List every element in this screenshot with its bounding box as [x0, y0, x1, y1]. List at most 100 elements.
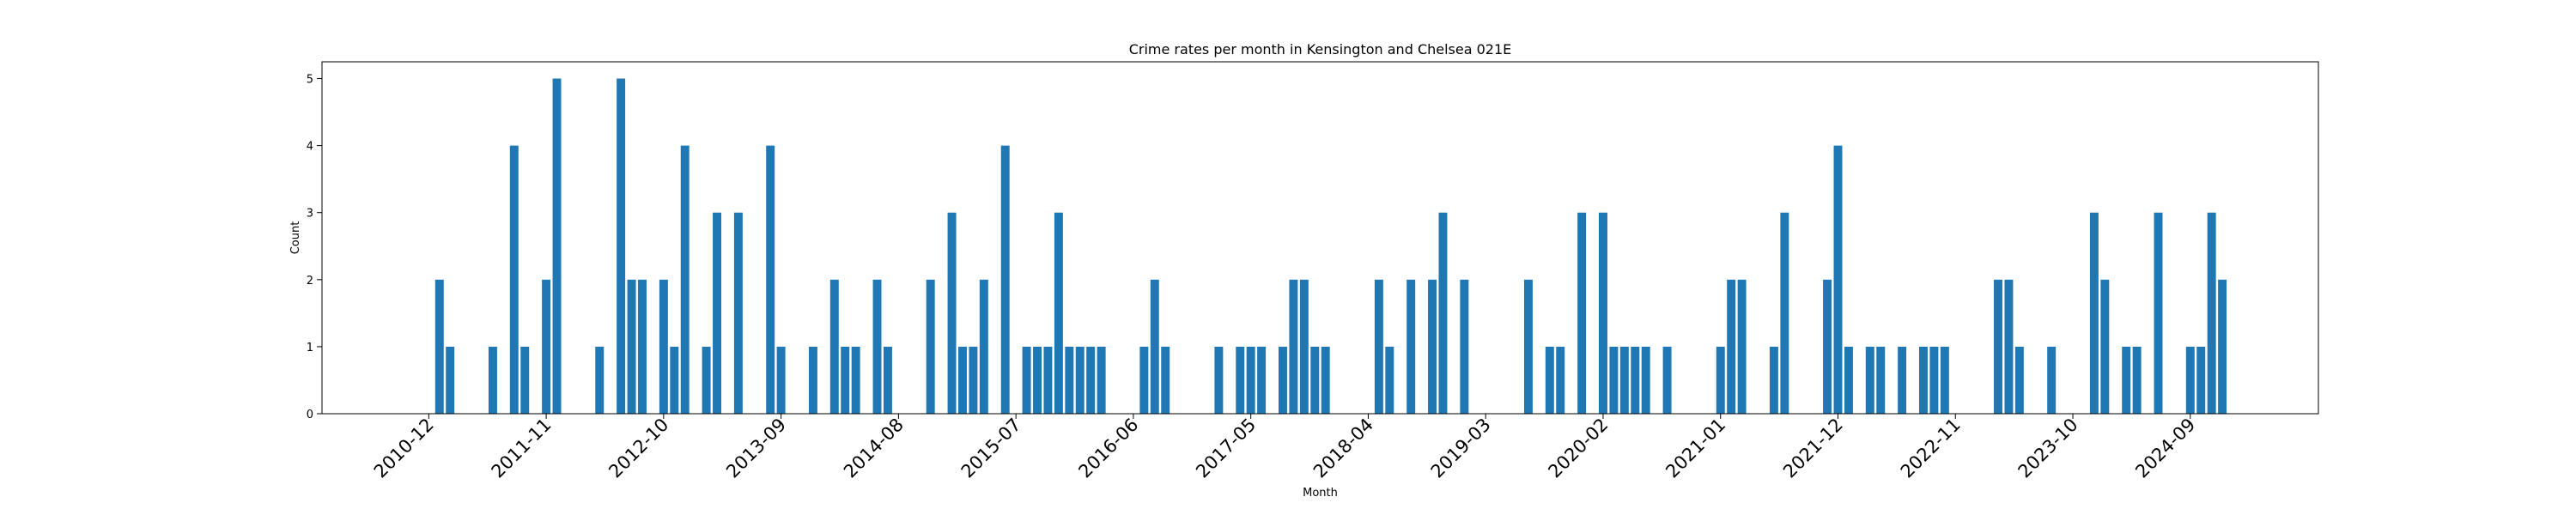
bar-2024-09 — [2185, 346, 2195, 414]
bar-2023-03 — [1994, 279, 2002, 414]
x-tick-label: 2013-09 — [722, 415, 790, 482]
bar-2016-07 — [1139, 346, 1149, 414]
bar-2019-12 — [1577, 212, 1587, 414]
bar-2015-06 — [1000, 145, 1010, 414]
bar-2016-02 — [1086, 346, 1096, 414]
bar-2016-03 — [1097, 346, 1106, 414]
bar-2023-04 — [2004, 279, 2014, 414]
bar-2024-06 — [2154, 212, 2163, 414]
y-tick-label: 4 — [307, 141, 313, 154]
bar-2022-10 — [1940, 346, 1949, 414]
bar-2017-04 — [1236, 346, 1245, 414]
x-tick-label: 2021-12 — [1779, 415, 1847, 482]
bar-2017-10 — [1299, 279, 1309, 414]
bar-2022-01 — [1844, 346, 1853, 414]
bar-2021-01 — [1716, 346, 1725, 414]
bar-2013-09 — [776, 346, 786, 414]
bar-2023-08 — [2047, 346, 2057, 414]
bar-2022-09 — [1929, 346, 1939, 414]
bar-2018-06 — [1385, 346, 1394, 414]
y-tick-label: 5 — [307, 74, 313, 87]
y-tick-label: 3 — [307, 208, 313, 221]
bar-2017-08 — [1279, 346, 1287, 414]
bar-2013-12 — [808, 346, 817, 414]
bar-2022-06 — [1898, 346, 1907, 414]
bar-2012-11 — [670, 346, 679, 414]
bar-2021-02 — [1727, 279, 1736, 414]
bar-2022-08 — [1919, 346, 1928, 414]
bar-2015-02 — [958, 346, 967, 414]
bar-2012-07 — [627, 279, 636, 414]
bar-2012-12 — [680, 145, 690, 414]
x-tick-label: 2018-04 — [1309, 415, 1377, 482]
bar-2014-02 — [829, 279, 839, 414]
bar-2016-08 — [1150, 279, 1159, 414]
bar-2017-02 — [1214, 346, 1224, 414]
y-axis: 0 1 2 3 4 5 — [307, 74, 322, 421]
bar-2018-08 — [1406, 279, 1416, 414]
bar-2011-02 — [446, 346, 455, 414]
y-tick-label: 1 — [307, 342, 313, 354]
bar-2019-09 — [1545, 346, 1554, 414]
bar-2024-01 — [2100, 279, 2110, 414]
x-tick-label: 2016-06 — [1074, 415, 1142, 482]
bar-2020-03 — [1609, 346, 1619, 414]
bar-2022-03 — [1865, 346, 1874, 414]
x-tick-label: 2014-08 — [840, 415, 908, 482]
bar-2017-11 — [1310, 346, 1320, 414]
bar-2024-03 — [2122, 346, 2131, 414]
bar-2015-04 — [979, 279, 988, 414]
bar-2017-09 — [1289, 279, 1298, 414]
bar-2015-11 — [1054, 212, 1063, 414]
bar-2013-02 — [702, 346, 711, 414]
x-tick-label: 2015-07 — [957, 415, 1025, 482]
bar-2013-05 — [733, 212, 743, 414]
bars-group — [434, 78, 2227, 415]
x-tick-label: 2024-09 — [2131, 415, 2199, 482]
bar-2015-10 — [1043, 346, 1053, 414]
bar-2018-10 — [1428, 279, 1437, 414]
bar-2011-01 — [434, 279, 444, 414]
bar-2016-09 — [1161, 346, 1170, 414]
x-tick-label: 2021-01 — [1662, 415, 1729, 482]
x-tick-label: 2010-12 — [370, 415, 438, 482]
bar-2015-12 — [1065, 346, 1074, 414]
x-tick-label: 2017-05 — [1192, 415, 1260, 482]
x-tick-label: 2019-03 — [1427, 415, 1495, 482]
bar-2014-06 — [872, 279, 882, 414]
bar-2021-12 — [1833, 145, 1843, 414]
bar-2022-04 — [1876, 346, 1886, 414]
chart-title: Crime rates per month in Kensington and … — [1129, 41, 1512, 58]
bar-2020-06 — [1641, 346, 1650, 414]
bar-2017-06 — [1257, 346, 1267, 414]
bar-2020-08 — [1662, 346, 1672, 414]
bar-2014-11 — [926, 279, 935, 414]
bar-2021-07 — [1780, 212, 1789, 414]
bar-2013-03 — [713, 212, 721, 414]
bar-2012-08 — [638, 279, 647, 414]
bar-2021-03 — [1737, 279, 1747, 414]
bar-2011-11 — [542, 279, 551, 414]
bar-2019-07 — [1523, 279, 1533, 414]
x-axis: 2010-12 2011-11 2012-10 2013-09 2014-08 2015-… — [370, 414, 2199, 482]
bar-2015-01 — [947, 212, 957, 414]
bar-2011-08 — [509, 145, 519, 414]
bar-2014-07 — [883, 346, 892, 414]
bar-2012-04 — [595, 346, 605, 414]
bar-2016-01 — [1075, 346, 1084, 414]
bar-2019-10 — [1556, 346, 1565, 414]
bar-2013-08 — [766, 145, 775, 414]
bar-2012-06 — [617, 78, 626, 415]
bar-2018-11 — [1438, 212, 1448, 414]
bar-2015-09 — [1033, 346, 1042, 414]
plot-frame — [321, 61, 2319, 415]
bar-2024-11 — [2207, 212, 2216, 414]
x-tick-label: 2012-10 — [605, 415, 672, 482]
bar-2020-04 — [1619, 346, 1629, 414]
bar-2015-03 — [969, 346, 978, 414]
bar-2011-06 — [488, 346, 497, 414]
bar-2024-10 — [2196, 346, 2206, 414]
x-tick-label: 2011-11 — [488, 415, 556, 482]
bar-2015-08 — [1022, 346, 1031, 414]
x-tick-label: 2023-10 — [2014, 415, 2082, 482]
